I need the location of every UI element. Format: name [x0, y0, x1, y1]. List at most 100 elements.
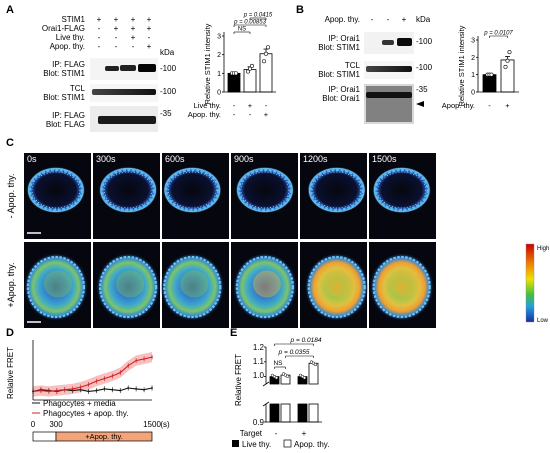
x-sign: - [275, 429, 278, 438]
fret-hotspot [180, 270, 209, 298]
tick-label-x: 1500 [143, 420, 161, 429]
cell-body [307, 167, 366, 213]
axis-label-y-d: Relative FRET [6, 347, 15, 399]
data-point [507, 50, 512, 55]
panel-a-blot: STIM1 Orai1-FLAG Live thy. Apop. thy. + … [42, 15, 177, 132]
data-point [151, 387, 153, 389]
sign: - [115, 42, 118, 51]
sign: - [98, 33, 101, 42]
blot-band [98, 116, 156, 124]
data-point [103, 387, 106, 390]
row-label-apop-thy-b: Apop. thy. [325, 15, 360, 24]
data-point [143, 357, 145, 360]
blot-label-line2: Blot: STIM1 [318, 43, 360, 52]
legend-swatch-live [232, 440, 239, 447]
row-label-stim1: STIM1 [61, 15, 85, 24]
data-point [313, 362, 318, 367]
color-scale-bar [525, 243, 535, 323]
blot-band [397, 38, 412, 46]
cell-membrane [165, 168, 220, 212]
blot-label-line2: Blot: FLAG [46, 120, 85, 129]
sign: - [148, 33, 151, 42]
cell-membrane [309, 168, 364, 212]
data-point [95, 389, 98, 392]
condition-bar-apop [55, 431, 153, 442]
data-point [103, 377, 106, 380]
blot-label-line2: Blot: STIM1 [43, 93, 85, 102]
cell-body [304, 253, 369, 321]
x-row-label: Target [240, 429, 263, 438]
cell-membrane-highlight [377, 171, 427, 209]
legend-swatch-apop [283, 439, 292, 448]
scale-low-label: Low [537, 318, 549, 324]
data-point [63, 388, 66, 391]
cell-membrane [100, 168, 156, 212]
sign: + [131, 15, 136, 24]
tick-label-x: 0 [31, 420, 36, 429]
series-line [32, 356, 153, 392]
cell-membrane [372, 255, 431, 319]
panel-c-labels: - Apop. thy. +Apop. thy. High Low [6, 174, 549, 324]
row-label-minus-apop: - Apop. thy. [6, 174, 16, 219]
data-point [151, 356, 153, 359]
cell-body [99, 167, 158, 213]
data-point [261, 59, 266, 64]
bar [243, 69, 257, 93]
cell-membrane [374, 168, 429, 212]
cell-body [235, 167, 294, 213]
sign: + [147, 15, 152, 24]
blot-label-line1: IP: Orai1 [328, 34, 360, 43]
x-sign: - [233, 101, 236, 110]
x-sign: - [488, 101, 491, 110]
stat-label: p = 0.0107 [483, 31, 513, 37]
sign: + [147, 42, 152, 51]
data-point [135, 359, 138, 362]
cell-body [96, 253, 161, 321]
cell-body [369, 253, 434, 321]
stat-label: NS [238, 27, 246, 33]
row-label-plus-apop: +Apop. thy. [6, 262, 16, 307]
data-point [265, 45, 270, 50]
cell-membrane [237, 168, 293, 212]
panel-letter-a: A [6, 4, 14, 16]
data-point [248, 66, 253, 71]
timepoint-label: 300s [96, 154, 116, 164]
panel-letter-b: B [296, 4, 304, 16]
bar-lower-segment [297, 403, 308, 423]
data-point [119, 371, 122, 374]
bar-lower-segment [269, 403, 280, 423]
row-label-apop-thy: Apop. thy. [50, 42, 85, 51]
cell-membrane [163, 255, 222, 319]
mw-marker: -35 [416, 85, 428, 94]
sign: + [131, 33, 136, 42]
cell-membrane-highlight [103, 171, 153, 209]
cell-membrane-highlight [31, 171, 81, 209]
axis-label-y: Relative STIM1 intensity [457, 25, 466, 106]
cell-body [26, 167, 85, 213]
data-point [127, 387, 130, 389]
data-point [111, 375, 114, 377]
data-point [119, 389, 122, 392]
data-point [40, 389, 42, 392]
blot-band [366, 66, 412, 72]
data-point [143, 388, 145, 391]
panel-letter-e: E [230, 327, 237, 339]
tick-label-y: 1.0 [253, 371, 265, 380]
data-point [79, 386, 82, 389]
data-point [95, 380, 98, 383]
blot-band [92, 89, 156, 95]
blot-label-line2: Blot: STIM1 [43, 69, 85, 78]
legend-label-apop: Apop. thy. [294, 440, 329, 449]
axis-break [262, 381, 270, 387]
data-point [87, 383, 90, 386]
kda-label-a: kDa [160, 48, 175, 57]
blot-band [138, 64, 156, 72]
stat-label: p = 0.0415 [243, 13, 273, 19]
data-point [505, 58, 510, 63]
blot-band [366, 86, 412, 122]
x-sign: - [233, 110, 236, 119]
tick-label-y: 0 [217, 90, 221, 97]
blot-label-line2: Blot: STIM1 [318, 70, 360, 79]
